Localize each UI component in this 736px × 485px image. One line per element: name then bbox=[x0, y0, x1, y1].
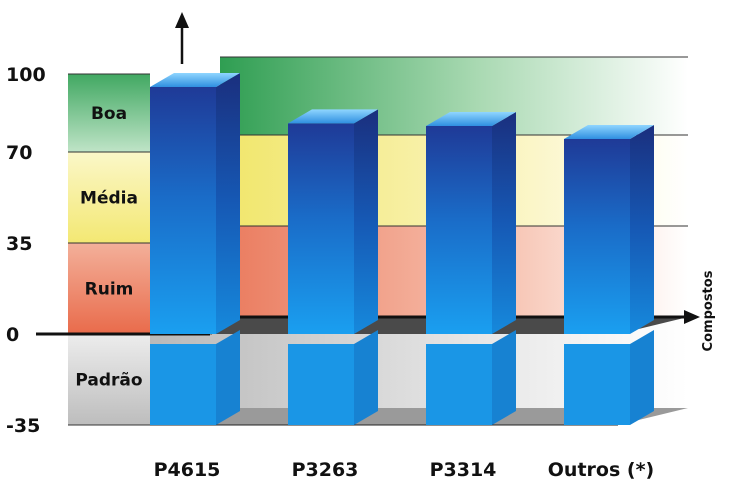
base-plane bbox=[150, 408, 688, 425]
bar-base-front bbox=[288, 344, 354, 425]
floor-plane bbox=[150, 317, 688, 334]
band-label-media: Média bbox=[80, 189, 138, 209]
bar-front bbox=[150, 87, 216, 334]
y-tick-label: 35 bbox=[6, 233, 32, 255]
bar-side bbox=[216, 73, 240, 334]
x-labels: P4615 P3263 P3314 Outros (*) bbox=[154, 459, 655, 481]
x-axis-arrow bbox=[684, 310, 700, 324]
x-tick-label: Outros (*) bbox=[548, 459, 654, 481]
bar-side bbox=[492, 112, 516, 334]
bar-p3314 bbox=[426, 112, 516, 425]
y-tick-label: 70 bbox=[6, 142, 32, 164]
bar-p3263 bbox=[288, 109, 378, 425]
bar-base-side bbox=[630, 330, 654, 425]
bar-front bbox=[564, 139, 630, 334]
band-panel-boa bbox=[68, 74, 150, 152]
bar-side bbox=[354, 109, 378, 335]
y-tick-label: 100 bbox=[6, 64, 46, 86]
y-axis-arrow bbox=[175, 12, 189, 28]
band-labels: Boa Média Ruim Padrão bbox=[68, 73, 150, 426]
bar-outros bbox=[564, 125, 654, 425]
x-tick-label: P3263 bbox=[292, 459, 359, 481]
bar-base-front bbox=[150, 344, 216, 425]
bar-base-side bbox=[354, 330, 378, 425]
bar-base-front bbox=[564, 344, 630, 425]
band-panel-media bbox=[68, 152, 150, 243]
band-panel-ruim bbox=[68, 243, 150, 334]
bar-top bbox=[426, 112, 516, 126]
y-tick-label: -35 bbox=[6, 415, 40, 437]
bar-side bbox=[630, 125, 654, 334]
bar-base-side bbox=[216, 330, 240, 425]
band-label-boa: Boa bbox=[91, 104, 127, 124]
bar-base-side bbox=[492, 330, 516, 425]
bar-front bbox=[288, 123, 354, 335]
bar-p4615 bbox=[150, 73, 240, 425]
band-label-padrao: Padrão bbox=[75, 371, 142, 391]
bars bbox=[150, 73, 654, 425]
bar-base-front bbox=[426, 344, 492, 425]
y-ticks: 100 70 35 0 -35 bbox=[6, 64, 46, 437]
bar-top bbox=[564, 125, 654, 139]
band-label-ruim: Ruim bbox=[85, 280, 134, 300]
x-axis-title: Compostos bbox=[701, 270, 716, 351]
band-panel-padrao bbox=[68, 334, 150, 425]
bar-front bbox=[426, 126, 492, 334]
x-tick-label: P3314 bbox=[430, 459, 497, 481]
y-tick-label: 0 bbox=[6, 324, 19, 346]
x-tick-label: P4615 bbox=[154, 459, 221, 481]
bar-top bbox=[150, 73, 240, 87]
bar-top bbox=[288, 109, 378, 124]
